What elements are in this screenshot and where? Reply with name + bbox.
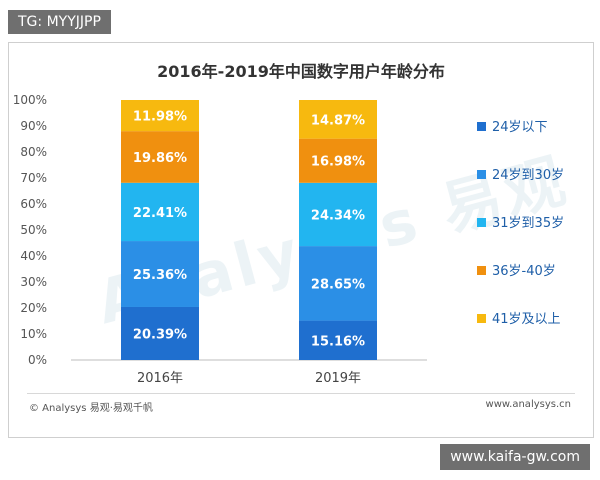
bar-segment: [121, 306, 199, 360]
y-tick-label: 70%: [20, 171, 47, 185]
data-label: 19.86%: [133, 151, 187, 166]
y-tick-label: 0%: [28, 353, 47, 367]
legend-label: 31岁到35岁: [492, 216, 564, 231]
chart-title: 2016年-2019年中国数字用户年龄分布: [157, 62, 445, 81]
bar-segment: [121, 241, 199, 307]
data-label: 25.36%: [133, 268, 187, 283]
bar-segment: [299, 138, 377, 183]
legend-label: 24岁到30岁: [492, 168, 564, 183]
legend-swatch: [477, 314, 486, 323]
legend-swatch: [477, 122, 486, 131]
x-tick-label: 2016年: [137, 371, 183, 386]
bar-segment: [121, 100, 199, 132]
data-label: 20.39%: [133, 327, 187, 342]
chart-card: Analysys 易观 2016年-2019年中国数字用户年龄分布 0% 10% 20…: [8, 42, 594, 438]
y-tick-label: 60%: [20, 197, 47, 211]
x-tick-label: 2019年: [315, 371, 361, 386]
data-label: 11.98%: [133, 110, 187, 125]
legend-swatch: [477, 218, 486, 227]
bar-segment: [121, 182, 199, 242]
data-label: 28.65%: [311, 277, 365, 292]
bar-segment: [299, 100, 377, 139]
bar-segment: [299, 182, 377, 247]
data-label: 15.16%: [311, 334, 365, 349]
y-tick-label: 10%: [20, 327, 47, 341]
stacked-bar-chart: 2016年-2019年中国数字用户年龄分布 0% 10% 20% 30% 40% 50% 60…: [13, 62, 564, 386]
source-credit: © Analysys 易观·易观千帆: [29, 403, 153, 414]
footer-divider: [27, 393, 575, 394]
legend-label: 36岁-40岁: [492, 264, 556, 279]
bar-segment: [299, 320, 377, 360]
bar-segment: [299, 246, 377, 321]
legend-label: 24岁以下: [492, 120, 548, 135]
y-tick-label: 50%: [20, 223, 47, 237]
y-tick-label: 20%: [20, 301, 47, 315]
legend-label: 41岁及以上: [492, 312, 561, 327]
y-tick-label: 100%: [13, 93, 47, 107]
data-label: 24.34%: [311, 208, 365, 223]
legend-swatch: [477, 266, 486, 275]
y-tick-label: 90%: [20, 119, 47, 133]
bottom-watermark-tag: www.kaifa-gw.com: [440, 444, 590, 470]
legend-swatch: [477, 170, 486, 179]
bar-segment: [121, 131, 199, 183]
data-label: 16.98%: [311, 155, 365, 170]
source-website: www.analysys.cn: [485, 399, 571, 410]
data-label: 14.87%: [311, 113, 365, 128]
y-tick-label: 30%: [20, 275, 47, 289]
y-tick-label: 40%: [20, 249, 47, 263]
top-watermark-tag: TG: MYYJJPP: [8, 10, 111, 34]
data-label: 22.41%: [133, 206, 187, 221]
y-tick-label: 80%: [20, 145, 47, 159]
